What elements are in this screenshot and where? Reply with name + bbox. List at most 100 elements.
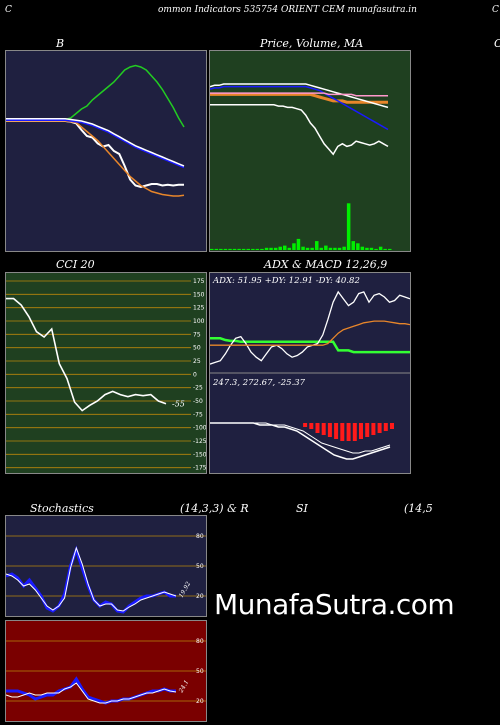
macd-hist-bar: [340, 423, 345, 441]
williams-series-line: [6, 682, 177, 704]
volume-bar: [219, 248, 223, 250]
macd-hist-bar: [321, 423, 326, 435]
bb-series-line: [6, 119, 185, 169]
volume-bar: [296, 238, 301, 250]
volume-bar: [269, 247, 273, 250]
macd-hist-bar: [359, 423, 363, 439]
bb-series-line: [6, 120, 184, 189]
volume-bar: [214, 248, 219, 250]
volume-bar: [210, 248, 214, 250]
cci-tick-label: 75: [193, 331, 201, 338]
price-series-line: [210, 83, 389, 109]
volume-bar: [292, 243, 296, 250]
williams-tick-label: 50: [196, 668, 204, 675]
macd-hist-bar: [377, 423, 382, 433]
cci-tick-label: 150: [193, 291, 205, 298]
bb-title: B: [56, 37, 65, 50]
adx-series-line: [210, 337, 410, 354]
volume-bar: [305, 247, 310, 250]
bb-series-line: [6, 118, 185, 167]
volume-bar: [255, 248, 260, 250]
williams-last-value: 24.1: [177, 679, 190, 695]
volume-bar: [315, 241, 319, 250]
cci-tick-label: -100: [193, 425, 206, 432]
volume-bar: [273, 247, 278, 250]
macd-hist-bar: [309, 423, 314, 429]
price-series-line: [210, 85, 389, 131]
watermark: MunafaSutra.com: [214, 588, 455, 621]
volume-bar: [351, 241, 355, 250]
cci-tick-label: -150: [193, 451, 206, 458]
price-panel: [209, 50, 411, 252]
adx-series-line: [210, 290, 410, 365]
price-title: Price, Volume, MA: [260, 37, 364, 50]
volume-bar: [283, 245, 287, 250]
cci-last-value: -55: [172, 400, 185, 409]
price-chart: [210, 83, 392, 250]
stoch-panel: 80 50 20 19.92: [5, 515, 207, 617]
volume-bar: [264, 247, 269, 250]
macd-readout: 247.3, 272.67, -25.37: [212, 378, 306, 388]
stoch-tick-label: 20: [196, 593, 204, 600]
macd-hist-bar: [346, 423, 351, 441]
cci-line: [6, 297, 167, 412]
volume-bar: [260, 248, 264, 250]
volume-bar: [319, 247, 323, 250]
volume-bar: [374, 248, 378, 250]
cci-tick-label: 0: [193, 371, 197, 378]
volume-bar: [241, 248, 246, 250]
volume-bar: [383, 248, 387, 250]
volume-bar: [369, 247, 374, 250]
volume-bar: [246, 248, 250, 250]
adx-series-line: [210, 320, 410, 346]
macd-hist-bar: [365, 423, 370, 437]
macd-hist-bar: [315, 423, 320, 433]
macd-hist-bar: [352, 423, 357, 441]
cci-tick-label: 125: [193, 305, 205, 312]
volume-bar: [223, 248, 228, 250]
cci-tick-label: 100: [193, 318, 205, 325]
cci-title: CCI 20: [56, 258, 95, 271]
volume-bar: [301, 246, 305, 250]
macd-hist-bar: [327, 423, 332, 437]
stoch-series-line: [6, 546, 177, 612]
volume-bar: [232, 248, 237, 250]
volume-bar: [228, 248, 232, 250]
volume-bar: [324, 245, 328, 250]
rsi-title: SI: [296, 502, 308, 515]
volume-bar: [365, 247, 369, 250]
page-title: ommon Indicators 535754 ORIENT CEM munaf…: [158, 5, 417, 15]
williams-panel: 80 50 20 24.1: [5, 620, 207, 722]
stoch-tick-label: 80: [196, 533, 204, 540]
macd-hist-bar: [383, 423, 388, 431]
cci-tick-label: -50: [193, 398, 203, 405]
cci-chart: 175 150 125 100 75 50 25 0 -25 -50 -75 -100 -125 -150…: [6, 278, 206, 472]
bb-series-line: [6, 64, 185, 128]
volume-bar: [310, 247, 314, 250]
macd-hist-bar: [334, 423, 339, 439]
volume-bar: [328, 247, 333, 250]
adx-title: ADX & MACD 12,26,9: [264, 258, 388, 271]
header-right: C: [492, 5, 499, 15]
rsi-params: (14,5: [404, 502, 433, 515]
cci-tick-label: 175: [193, 278, 205, 285]
bb-chart: [6, 64, 185, 197]
volume-bar: [388, 248, 392, 250]
volume-bar: [337, 247, 342, 250]
volume-bar: [278, 246, 282, 250]
volume-bar: [378, 246, 383, 250]
stoch-tick-label: 50: [196, 563, 204, 570]
cci-tick-label: 25: [193, 358, 201, 365]
cci-panel: 175 150 125 100 75 50 25 0 -25 -50 -75 -100 -125 -150…: [5, 272, 207, 474]
volume-bar: [356, 243, 360, 250]
header-left: C: [5, 5, 12, 15]
macd-hist-bar: [371, 423, 376, 435]
macd-hist-bar: [390, 423, 394, 429]
cci-tick-label: -75: [193, 411, 203, 418]
volume-bar: [333, 247, 337, 250]
stoch-series-line: [6, 545, 176, 614]
williams-tick-label: 80: [196, 638, 204, 645]
volume-bar: [287, 247, 292, 250]
bb-panel: [5, 50, 207, 252]
